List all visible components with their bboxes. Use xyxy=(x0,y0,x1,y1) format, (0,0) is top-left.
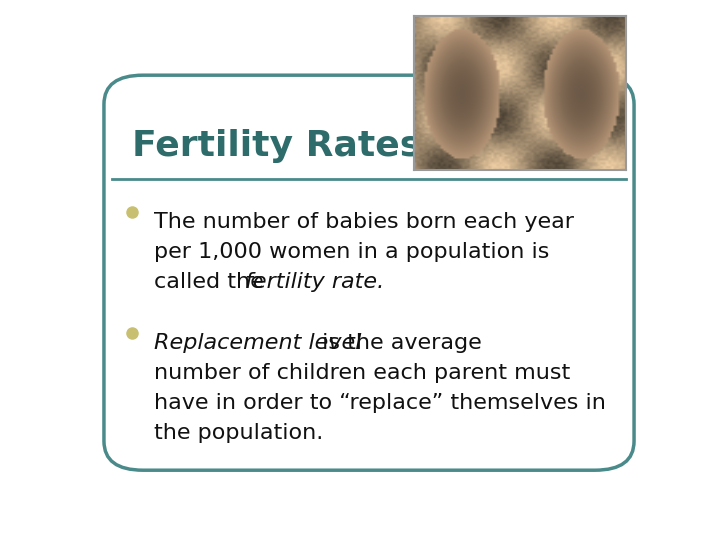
Text: the population.: the population. xyxy=(154,423,323,443)
Text: per 1,000 women in a population is: per 1,000 women in a population is xyxy=(154,242,549,262)
Text: Fertility Rates: Fertility Rates xyxy=(132,129,421,163)
Text: fertility rate.: fertility rate. xyxy=(245,272,384,292)
Text: called the: called the xyxy=(154,272,271,292)
Text: have in order to “replace” themselves in: have in order to “replace” themselves in xyxy=(154,393,606,413)
FancyBboxPatch shape xyxy=(104,75,634,470)
Text: The number of babies born each year: The number of babies born each year xyxy=(154,212,574,232)
Text: is the average: is the average xyxy=(315,333,482,353)
Text: Replacement level: Replacement level xyxy=(154,333,361,353)
Text: number of children each parent must: number of children each parent must xyxy=(154,363,570,383)
